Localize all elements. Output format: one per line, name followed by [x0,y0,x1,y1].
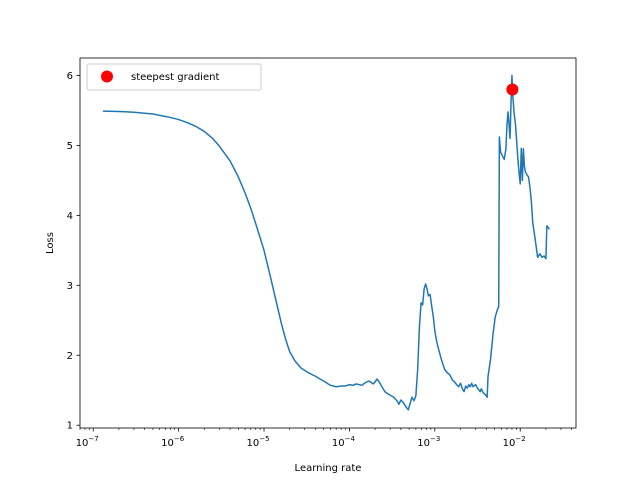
legend-box [86,63,262,91]
legend-label: steepest gradient [131,72,219,83]
plot-frame [79,57,577,429]
y-tick-label: 3 [67,281,73,292]
y-axis-label: Loss [45,232,56,254]
y-tick-label: 1 [67,421,73,432]
x-axis-label: Learning rate [295,463,362,474]
legend: steepest gradient [86,63,262,91]
y-tick-label: 5 [67,141,73,152]
y-tick-label: 2 [67,351,73,362]
y-tick-label: 6 [67,71,73,82]
plot-content [102,74,551,411]
y-axis-ticks: 1 2 3 4 5 6 [67,71,80,432]
plot-area [80,58,576,428]
steepest-gradient-point [506,83,519,96]
y-tick-label: 4 [67,211,73,222]
legend-marker [101,70,113,83]
loss-series-line [102,74,551,411]
